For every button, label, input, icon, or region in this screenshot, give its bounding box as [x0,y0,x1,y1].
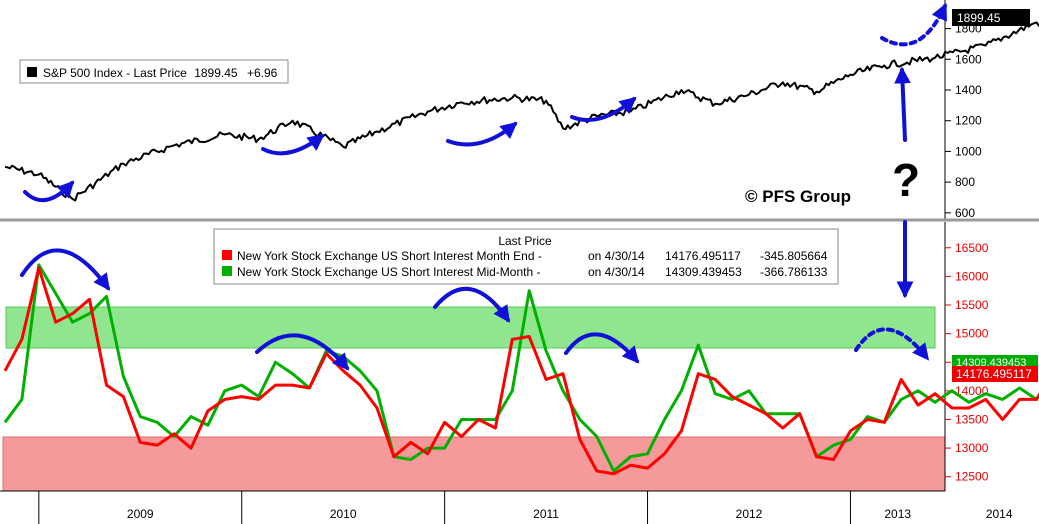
dotted-arrow-icon [854,327,930,361]
short-interest-legend-title: Last Price [498,234,552,248]
month-end-line [3,266,1039,476]
annotation-arrows [20,2,947,371]
short-interest-y-tick-label: 16000 [955,269,989,283]
sp500-y-tick-label: 1200 [955,114,982,128]
sp500-legend-label: S&P 500 Index - Last Price [43,66,187,80]
x-tick-label: 2009 [127,507,154,521]
sp500-last-value-tag-text: 1899.45 [957,11,1001,25]
arrow-icon [20,248,110,291]
sp500-last-value-tag-box [952,9,1030,26]
short-interest-y-tick-label: 15000 [955,327,989,341]
arrow-icon [23,180,75,203]
short-interest-legend-box [213,228,839,285]
month-end-legend-label: New York Stock Exchange US Short Interes… [237,249,542,263]
month-end-legend-date: on 4/30/14 [588,249,645,263]
sp500-y-tick-label: 600 [955,206,975,220]
short-interest-y-tick-label: 13500 [955,412,989,426]
short-interest-y-tick-label: 16500 [955,241,989,255]
up-arrow-icon [894,66,911,142]
mid-month-legend-change: -366.786133 [760,265,828,279]
month-end-last-value-tag: 14176.495117 [952,366,1038,382]
dotted-arrow-icon [880,2,947,47]
arrow-icon [564,332,640,364]
sp500-y-tick-label: 1000 [955,144,982,158]
x-tick-label: 2011 [533,507,559,521]
sp500-legend-text: S&P 500 Index - Last Price 1899.45 +6.96 [43,66,278,80]
arrow-icon [261,133,325,156]
arrow-icon [446,121,518,147]
question-mark: ? [892,154,920,206]
sp500-legend-last-value: 1899.45 [194,66,238,80]
sp500-legend-change: +6.96 [247,66,278,80]
short-interest-y-tick-label: 15500 [955,298,989,312]
mid-month-legend-value: 14309.439453 [665,265,742,279]
mid-month-legend-date: on 4/30/14 [588,265,645,279]
x-tick-label: 2012 [736,507,763,521]
arrow-icon [433,286,510,323]
month-end-last-value-tag-box [952,366,1038,382]
resistance-band [5,306,936,349]
watermark: © PFS Group [745,187,851,206]
sp500-legend: S&P 500 Index - Last Price 1899.45 +6.96 [19,59,289,84]
month-end-legend-change: -345.805664 [760,249,828,263]
arrow-icon [570,96,637,122]
sp500-last-value-tag: 1899.45 [952,9,1030,26]
short-interest-y-ticks: 1250013000135001400014500150001550016000… [945,241,989,484]
sp500-y-tick-label: 800 [955,175,975,189]
mid-month-line [3,263,1039,473]
month-end-last-value-tag-text: 14176.495117 [956,367,1032,381]
arrow-icon [255,333,350,371]
mid-month-legend-swatch [222,266,232,276]
x-axis: 2009 2010 2011 2012 2013 2014 [38,491,1013,524]
short-interest-y-tick-label: 13000 [955,441,989,455]
short-interest-y-tick-label: 14000 [955,384,989,398]
sp500-legend-box [19,59,289,84]
short-interest-y-tick-label: 12500 [955,470,989,484]
sp500-price-line [4,21,1039,202]
mid-month-legend-label: New York Stock Exchange US Short Interes… [237,265,540,279]
month-end-legend-value: 14176.495117 [665,249,741,263]
month-end-legend-swatch [222,250,232,260]
x-tick-label: 2013 [884,507,911,521]
x-tick-label: 2014 [986,507,1013,521]
sp500-y-tick-label: 1400 [955,83,982,97]
sp500-legend-swatch [27,67,37,77]
support-band [2,436,946,492]
x-tick-label: 2010 [330,507,357,521]
short-interest-legend: Last Price New York Stock Exchange US Sh… [213,228,839,285]
sp500-y-tick-label: 1600 [955,52,982,66]
short-interest-panel: 1250013000135001400014500150001550016000… [0,222,1039,524]
